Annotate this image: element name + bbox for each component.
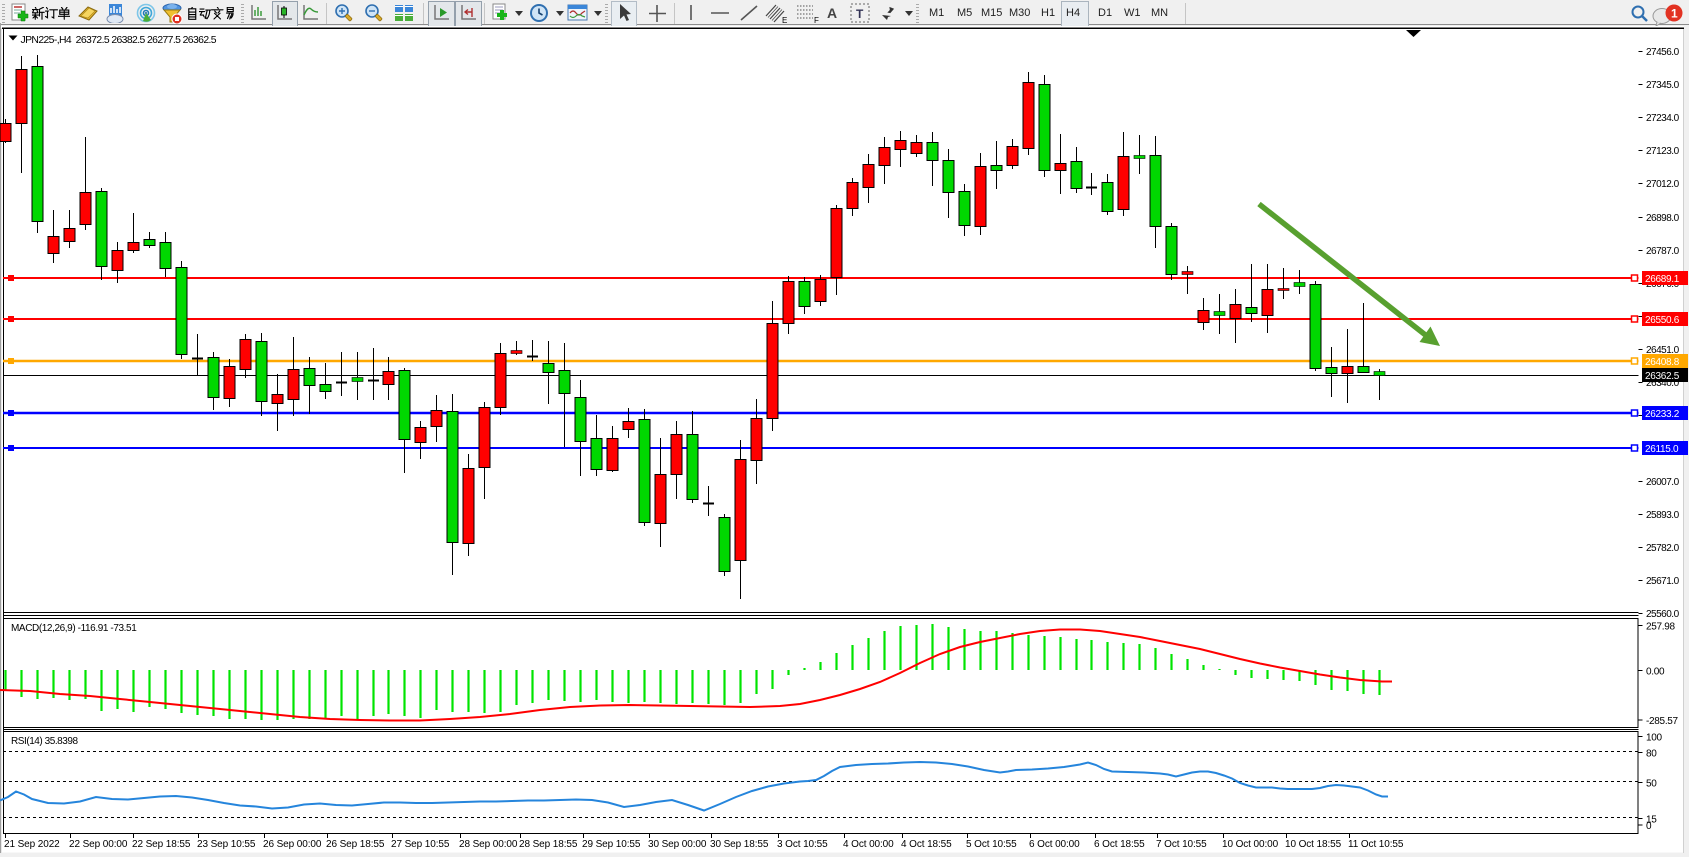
svg-text:JPN225-,H4 26372.5 26382.5 26: JPN225-,H4 26372.5 26382.5 26277.5 26362… xyxy=(21,35,217,46)
svg-text:25560.0: 25560.0 xyxy=(1646,609,1680,620)
svg-text:27345.0: 27345.0 xyxy=(1646,80,1680,91)
svg-text:6 Oct 18:55: 6 Oct 18:55 xyxy=(1094,839,1145,850)
svg-text:4 Oct 18:55: 4 Oct 18:55 xyxy=(901,839,952,850)
svg-text:0: 0 xyxy=(1646,821,1652,832)
svg-text:26 Sep 18:55: 26 Sep 18:55 xyxy=(326,839,385,850)
svg-text:7 Oct 10:55: 7 Oct 10:55 xyxy=(1156,839,1207,850)
svg-text:F: F xyxy=(814,16,819,25)
svg-text:26550.6: 26550.6 xyxy=(1645,315,1680,326)
svg-text:27123.0: 27123.0 xyxy=(1646,146,1680,157)
svg-text:23 Sep 10:55: 23 Sep 10:55 xyxy=(197,839,256,850)
svg-text:26007.0: 26007.0 xyxy=(1646,477,1680,488)
svg-text:26408.8: 26408.8 xyxy=(1645,357,1680,368)
svg-text:27234.0: 27234.0 xyxy=(1646,113,1680,124)
svg-text:21 Sep 2022: 21 Sep 2022 xyxy=(4,839,60,850)
svg-text:30 Sep 18:55: 30 Sep 18:55 xyxy=(710,839,769,850)
svg-text:26898.0: 26898.0 xyxy=(1646,213,1680,224)
svg-text:RSI(14) 35.8398: RSI(14) 35.8398 xyxy=(11,736,79,747)
svg-text:6 Oct 00:00: 6 Oct 00:00 xyxy=(1029,839,1080,850)
svg-text:80: 80 xyxy=(1646,748,1657,759)
svg-text:100: 100 xyxy=(1646,733,1663,744)
svg-text:25671.0: 25671.0 xyxy=(1646,576,1680,587)
svg-text:MACD(12,26,9) -116.91 -73.51: MACD(12,26,9) -116.91 -73.51 xyxy=(11,623,137,634)
svg-text:28 Sep 18:55: 28 Sep 18:55 xyxy=(519,839,578,850)
svg-text:1: 1 xyxy=(1671,7,1678,21)
svg-text:0.00: 0.00 xyxy=(1646,667,1665,678)
svg-text:29 Sep 10:55: 29 Sep 10:55 xyxy=(582,839,641,850)
svg-text:10 Oct 00:00: 10 Oct 00:00 xyxy=(1222,839,1279,850)
svg-text:22 Sep 00:00: 22 Sep 00:00 xyxy=(69,839,128,850)
svg-text:26787.0: 26787.0 xyxy=(1646,246,1680,257)
svg-text:27456.0: 27456.0 xyxy=(1646,47,1680,58)
svg-text:4 Oct 00:00: 4 Oct 00:00 xyxy=(843,839,894,850)
svg-text:50: 50 xyxy=(1646,778,1657,789)
svg-text:27 Sep 10:55: 27 Sep 10:55 xyxy=(391,839,450,850)
svg-text:E: E xyxy=(782,16,787,25)
svg-text:257.98: 257.98 xyxy=(1646,622,1676,633)
svg-text:26233.2: 26233.2 xyxy=(1645,409,1680,420)
svg-text:26362.5: 26362.5 xyxy=(1645,371,1680,382)
svg-text:15: 15 xyxy=(1646,814,1657,825)
svg-text:26689.1: 26689.1 xyxy=(1645,274,1680,285)
svg-text:22 Sep 18:55: 22 Sep 18:55 xyxy=(132,839,191,850)
svg-text:27012.0: 27012.0 xyxy=(1646,179,1680,190)
svg-text:26451.0: 26451.0 xyxy=(1646,345,1680,356)
svg-text:25893.0: 25893.0 xyxy=(1646,510,1680,521)
svg-text:25782.0: 25782.0 xyxy=(1646,543,1680,554)
svg-text:26 Sep 00:00: 26 Sep 00:00 xyxy=(263,839,322,850)
svg-text:3 Oct 10:55: 3 Oct 10:55 xyxy=(777,839,828,850)
svg-text:5 Oct 10:55: 5 Oct 10:55 xyxy=(966,839,1017,850)
svg-text:10 Oct 18:55: 10 Oct 18:55 xyxy=(1285,839,1342,850)
svg-text:-285.57: -285.57 xyxy=(1646,716,1679,727)
svg-text:26340.0: 26340.0 xyxy=(1646,378,1680,389)
svg-text:28 Sep 00:00: 28 Sep 00:00 xyxy=(459,839,518,850)
svg-text:26115.0: 26115.0 xyxy=(1645,444,1679,455)
svg-text:T: T xyxy=(856,7,864,21)
svg-text:30 Sep 00:00: 30 Sep 00:00 xyxy=(648,839,707,850)
svg-text:11 Oct 10:55: 11 Oct 10:55 xyxy=(1348,839,1404,850)
